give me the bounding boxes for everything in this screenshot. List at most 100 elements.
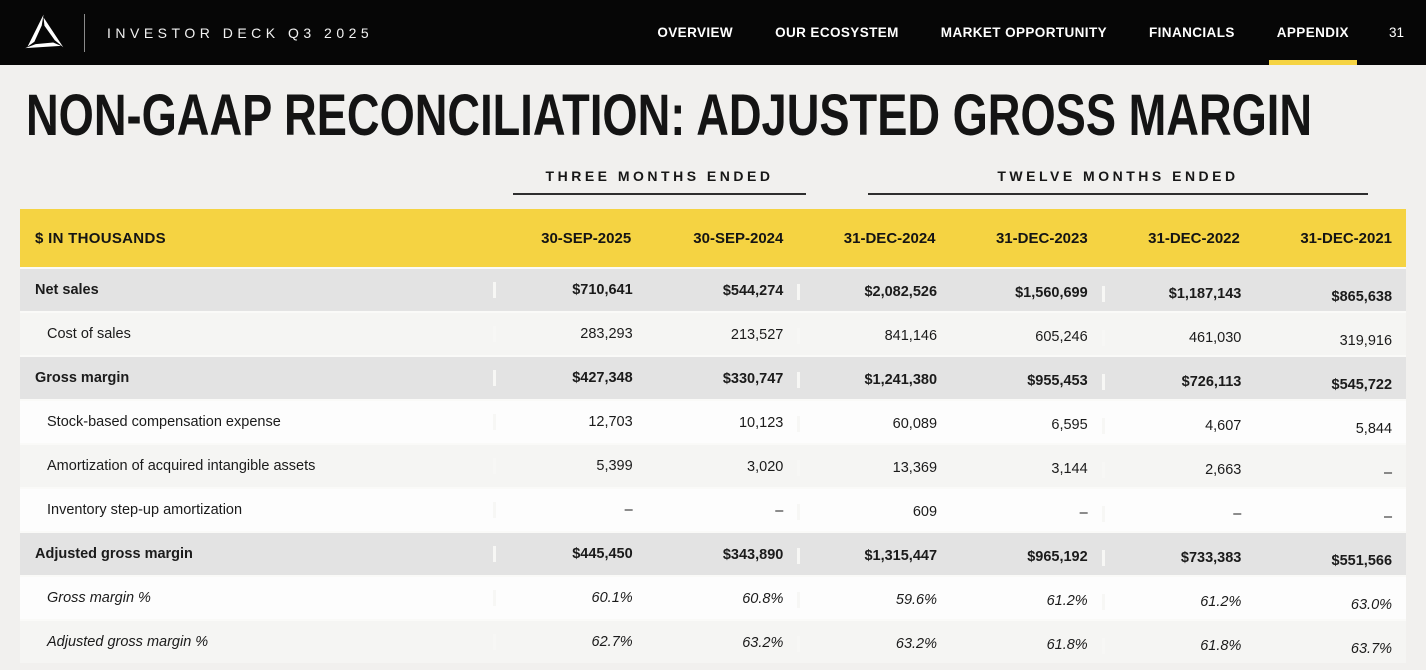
column-header-31-dec-2022: 31-DEC-2022 — [1148, 229, 1240, 247]
nav-item-market-opportunity[interactable]: MARKET OPPORTUNITY — [940, 25, 1107, 40]
cell-value: 461,030 — [1101, 330, 1256, 346]
cell-value: 63.7% — [1350, 641, 1393, 657]
table-row-stock-based-compensation-expense: Stock-based compensation expense 12,703 10… — [20, 401, 1406, 443]
row-label: Gross margin % — [47, 590, 151, 606]
row-values: – –609– – – — [493, 489, 1406, 531]
cell-value: $733,383 — [1101, 550, 1256, 566]
cell-value: – — [775, 503, 784, 519]
row-values: 12,703 10,123 60,089 6,595 4,607 5,844 — [493, 401, 1406, 443]
cell-value: 60,089 — [797, 416, 951, 432]
cell-value: 60.8% — [742, 591, 784, 607]
cell-value: $965,192 — [1027, 549, 1088, 565]
cell-value: 5,844 — [1355, 421, 1393, 437]
cell-value: $551,566 — [1331, 553, 1393, 569]
row-label: Cost of sales — [47, 326, 131, 342]
cell-value: 59.6% — [797, 592, 951, 608]
brand-divider — [84, 13, 85, 52]
cell-value: 6,595 — [1051, 417, 1088, 433]
cell-value: $955,453 — [1027, 373, 1088, 389]
cell-value: $343,890 — [722, 547, 784, 563]
top-nav-bar: INVESTOR DECK Q3 2025 OVERVIEW OUR ECOSYS… — [0, 0, 1426, 65]
row-label: Stock-based compensation expense — [47, 414, 281, 430]
row-label: Gross margin — [35, 370, 130, 386]
cell-value: $1,241,380 — [797, 372, 951, 388]
row-values: 283,293 213,527 841,146 605,246 461,030 319,9… — [493, 313, 1406, 355]
row-label: Adjusted gross margin — [35, 546, 193, 562]
cell-value: $726,113 — [1101, 374, 1256, 390]
table-header-row: $ IN THOUSANDS 30-SEP-2025 30-SEP-2024 31-… — [20, 209, 1406, 267]
cell-value: 12,703 — [493, 414, 647, 430]
row-label: Adjusted gross margin % — [47, 634, 209, 650]
cell-value: 4,607 — [1101, 418, 1256, 434]
row-values: 60.1% 60.8% 59.6% 61.2% 61.2% 63.0% — [493, 577, 1406, 619]
row-label: Amortization of acquired intangible asse… — [47, 458, 316, 474]
cell-value: $1,560,699 — [1015, 285, 1088, 301]
nav-item-our-ecosystem[interactable]: OUR ECOSYSTEM — [775, 25, 899, 40]
cell-value: 61.8% — [1101, 638, 1256, 654]
table-row-inventory-step-up-amortization: Inventory step-up amortization – –609– – – — [20, 489, 1406, 531]
cell-value: 60.1% — [493, 590, 647, 606]
cell-value: 2,663 — [1101, 462, 1256, 478]
company-logo-icon — [25, 14, 66, 55]
table-rows: Net sales $710,641 $544,274 $2,082,526 $1,56… — [20, 269, 1406, 663]
cell-value: 3,144 — [1051, 461, 1088, 477]
column-header-30-sep-2024: 30-SEP-2024 — [693, 229, 784, 247]
column-header-31-dec-2021: 31-DEC-2021 — [1300, 229, 1393, 247]
cell-value: 5,399 — [493, 458, 647, 474]
nav-item-financials[interactable]: FINANCIALS — [1149, 25, 1235, 40]
cell-value: $427,348 — [493, 370, 647, 386]
page-title: NON-GAAP RECONCILIATION: ADJUSTED GROSS … — [26, 83, 1426, 148]
cell-value: – — [1383, 465, 1393, 481]
cell-value: $865,638 — [1331, 289, 1393, 305]
cell-value: – — [1101, 506, 1256, 522]
table-row-cost-of-sales: Cost of sales 283,293 213,527 841,146 605,24… — [20, 313, 1406, 355]
cell-value: 62.7% — [493, 634, 647, 650]
cell-value: 609 — [797, 504, 951, 520]
page-number: 31 — [1388, 25, 1404, 40]
column-header-31-dec-2024: 31-DEC-2024 — [843, 229, 936, 247]
column-header-31-dec-2023: 31-DEC-2023 — [995, 229, 1088, 247]
table-row-adjusted-gross-margin: Adjusted gross margin % 62.7% 63.2% 63.2% 61… — [20, 621, 1406, 663]
cell-value: 213,527 — [730, 327, 784, 343]
nav-item-appendix[interactable]: APPENDIX — [1268, 0, 1358, 65]
row-values: $710,641 $544,274 $2,082,526 $1,560,699 $1,1… — [493, 269, 1406, 311]
table-row-amortization-of-acquired-intangible-assets: Amortization of acquired intangible asse… — [20, 445, 1406, 487]
units-label: $ IN THOUSANDS — [35, 229, 166, 247]
cell-value: 61.2% — [1046, 593, 1088, 609]
slide-body: NON-GAAP RECONCILIATION: ADJUSTED GROSS … — [0, 83, 1426, 663]
cell-value: – — [1079, 505, 1088, 521]
cell-value: 63.2% — [797, 636, 951, 652]
cell-value: $544,274 — [722, 283, 784, 299]
cell-value: 283,293 — [493, 326, 647, 342]
cell-value: 605,246 — [1035, 329, 1088, 345]
deck-title: INVESTOR DECK Q3 2025 — [107, 24, 374, 41]
row-values: 5,399 3,020 13,369 3,144 2,663 – — [493, 445, 1406, 487]
cell-value: 61.8% — [1046, 637, 1088, 653]
cell-value: $445,450 — [493, 546, 647, 562]
row-values: $445,450 $343,890 $1,315,447 $965,192 $733,3… — [493, 533, 1406, 575]
group-header-twelve-months: TWELVE MONTHS ENDED — [868, 168, 1368, 195]
cell-value: 10,123 — [738, 415, 784, 431]
cell-value: $330,747 — [722, 371, 784, 387]
table-row-gross-margin: Gross margin % 60.1% 60.8% 59.6% 61.2% 61.2% 6… — [20, 577, 1406, 619]
cell-value: 13,369 — [797, 460, 951, 476]
row-values: 62.7% 63.2% 63.2% 61.8% 61.8% 63.7% — [493, 621, 1406, 663]
reconciliation-table: $ IN THOUSANDS 30-SEP-2025 30-SEP-2024 31-… — [20, 209, 1406, 663]
column-headers: 30-SEP-2025 30-SEP-2024 31-DEC-2024 31-DEC-… — [493, 209, 1406, 267]
row-label: Inventory step-up amortization — [47, 502, 243, 518]
cell-value: 841,146 — [797, 328, 951, 344]
nav-item-overview[interactable]: OVERVIEW — [657, 25, 734, 40]
cell-value: $1,187,143 — [1101, 286, 1256, 302]
cell-value: $545,722 — [1331, 377, 1393, 393]
row-values: $427,348 $330,747 $1,241,380 $955,453 $726,1… — [493, 357, 1406, 399]
row-label: Net sales — [35, 282, 99, 298]
page-title-text: NON-GAAP RECONCILIATION: ADJUSTED GROSS … — [26, 83, 1313, 148]
cell-value: 3,020 — [747, 459, 784, 475]
table-row-adjusted-gross-margin: Adjusted gross margin $445,450 $343,890 $1,… — [20, 533, 1406, 575]
cell-value: – — [1383, 509, 1393, 525]
cell-value: 63.2% — [742, 635, 784, 651]
cell-value: 63.0% — [1350, 597, 1393, 613]
table-row-gross-margin: Gross margin $427,348 $330,747 $1,241,380 $9… — [20, 357, 1406, 399]
column-group-headers: THREE MONTHS ENDED TWELVE MONTHS ENDED — [0, 157, 1426, 195]
cell-value: $1,315,447 — [797, 548, 951, 564]
